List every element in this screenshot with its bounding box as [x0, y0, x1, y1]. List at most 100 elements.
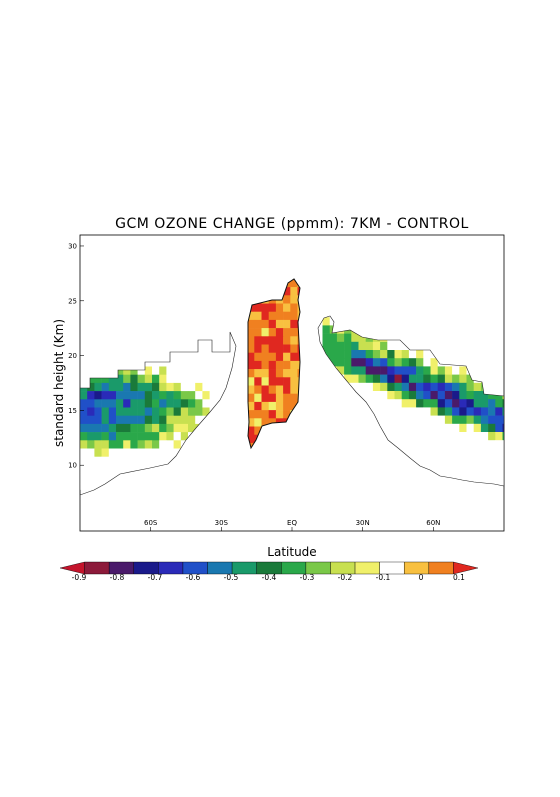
heatmap-cell: [423, 399, 431, 408]
heatmap-cell: [123, 391, 131, 400]
heatmap-cell: [209, 391, 218, 400]
heatmap-cell: [344, 374, 352, 384]
heatmap-cell: [408, 391, 417, 400]
heatmap-cell: [283, 303, 291, 312]
heatmap-cell: [101, 473, 110, 482]
heatmap-cell: [437, 366, 446, 375]
heatmap-cell: [430, 440, 438, 449]
heatmap-cell: [473, 407, 482, 416]
heatmap-cell: [87, 374, 95, 384]
colorbar-label-9: 0: [419, 573, 424, 582]
heatmap-cell: [488, 407, 496, 416]
heatmap-cell: [87, 440, 95, 449]
heatmap-cell: [94, 407, 102, 416]
heatmap-cell: [180, 374, 189, 384]
heatmap-cell: [268, 352, 277, 362]
heatmap-cell: [408, 374, 417, 384]
heatmap-cell: [108, 456, 117, 466]
heatmap-cell: [254, 319, 262, 329]
heatmap-cell: [248, 434, 255, 444]
heatmap-cell: [116, 391, 124, 400]
heatmap-cell: [137, 423, 146, 433]
heatmap-cell: [437, 440, 446, 449]
heatmap-cell: [452, 464, 460, 474]
heatmap-cell: [101, 456, 110, 466]
heatmap-cell: [495, 448, 503, 457]
heatmap-cell: [159, 440, 167, 449]
heatmap-cell: [437, 432, 446, 441]
heatmap-cell: [173, 350, 182, 359]
heatmap-cell: [416, 350, 424, 359]
heatmap-cell: [466, 440, 474, 449]
heatmap-cell: [80, 456, 88, 466]
heatmap-cell: [466, 456, 474, 466]
heatmap-cell: [495, 423, 503, 433]
heatmap-cell: [290, 336, 298, 345]
heatmap-cell: [502, 481, 504, 486]
heatmap-cell: [173, 448, 182, 457]
heatmap-cell: [94, 382, 102, 392]
heatmap-cell: [408, 448, 417, 457]
heatmap-cell: [137, 382, 146, 392]
heatmap-cell: [430, 382, 438, 392]
heatmap-cell: [430, 399, 438, 408]
heatmap-cell: [94, 391, 102, 400]
heatmap-cell: [351, 382, 359, 392]
heatmap-cell: [188, 399, 196, 408]
heatmap-cell: [510, 416, 518, 425]
heatmap-cell: [159, 415, 167, 425]
heatmap-cell: [87, 399, 95, 408]
heatmap-cell: [466, 374, 474, 384]
heatmap-cell: [130, 440, 138, 449]
heatmap-cell: [290, 385, 298, 394]
heatmap-cell: [394, 391, 402, 400]
heatmap-cell: [261, 328, 269, 337]
heatmap-cell: [480, 440, 489, 449]
heatmap-cell: [459, 407, 467, 416]
heatmap-cell: [510, 358, 518, 367]
heatmap-cell: [430, 448, 438, 457]
heatmap-cell: [444, 399, 453, 408]
heatmap-cell: [380, 341, 388, 351]
heatmap-cell: [444, 374, 453, 384]
heatmap-cell: [380, 374, 388, 384]
heatmap-cell: [144, 358, 153, 367]
heatmap-cell: [488, 391, 496, 400]
heatmap-cell: [123, 432, 131, 441]
heatmap-cell: [452, 382, 460, 392]
heatmap-cell: [430, 407, 438, 416]
heatmap-cell: [387, 341, 395, 351]
heatmap-cell: [459, 415, 467, 425]
heatmap-cell: [248, 393, 255, 403]
heatmap-cell: [195, 358, 203, 367]
heatmap-cell: [268, 410, 277, 419]
heatmap-cell: [80, 481, 88, 490]
heatmap-cell: [452, 432, 460, 441]
heatmap-cell: [322, 325, 330, 334]
heatmap-cell: [248, 418, 255, 427]
heatmap-cell: [401, 350, 410, 359]
heatmap-cell: [502, 432, 504, 441]
heatmap-cell: [473, 473, 482, 482]
heatmap-cell: [116, 415, 124, 425]
y-tick-label-2: 20: [68, 352, 77, 360]
heatmap-cell: [87, 391, 95, 400]
heatmap-cell: [290, 369, 298, 378]
heatmap-cell: [423, 448, 431, 457]
heatmap-cell: [275, 319, 284, 329]
heatmap-cell: [290, 295, 298, 304]
heatmap-cell: [408, 366, 417, 375]
heatmap-cell: [123, 407, 131, 416]
heatmap-cell: [254, 426, 262, 435]
heatmap-cell: [101, 432, 110, 441]
heatmap-cell: [488, 448, 496, 457]
heatmap-cell: [401, 382, 410, 392]
heatmap-cell: [344, 366, 352, 375]
heatmap-cell: [466, 415, 474, 425]
heatmap-cell: [502, 415, 504, 425]
heatmap-cell: [416, 399, 424, 408]
heatmap-cell: [466, 399, 474, 408]
heatmap-cell: [261, 336, 269, 345]
heatmap-cell: [510, 309, 518, 318]
colorbar-label-0: -0.9: [72, 573, 87, 582]
